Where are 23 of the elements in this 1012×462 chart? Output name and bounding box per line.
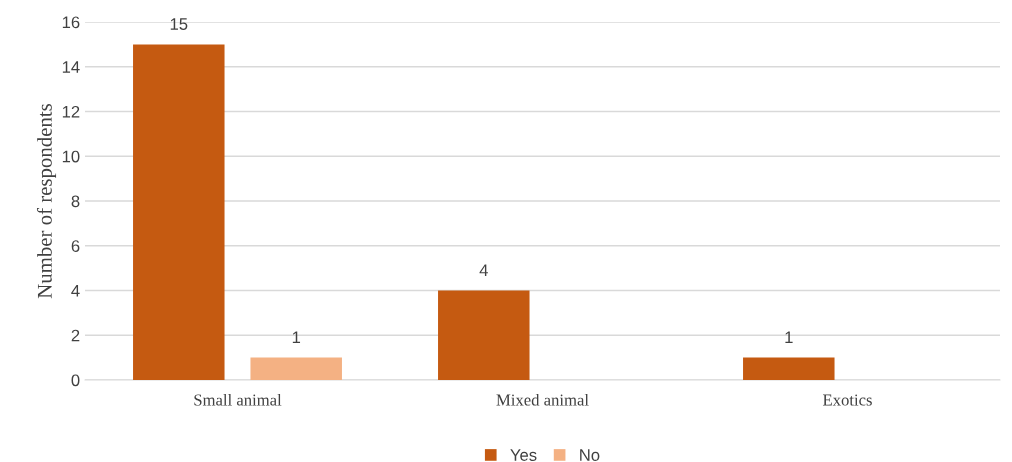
y-tick-label: 2: [71, 329, 80, 342]
y-tick-label: 16: [62, 16, 80, 29]
x-tick-label: Small animal: [194, 393, 282, 406]
y-tick-label: 8: [71, 195, 80, 208]
y-tick-label: 4: [71, 285, 80, 297]
data-label: 1: [785, 331, 793, 344]
y-axis-title: Number of respondents: [36, 103, 57, 299]
legend-label: Yes: [510, 449, 537, 461]
data-label: 15: [170, 18, 188, 30]
y-tick-label: 0: [71, 374, 80, 387]
y-tick-label: 10: [62, 150, 80, 163]
x-tick-label: Mixed animal: [496, 393, 589, 406]
y-tick-label: 14: [62, 61, 80, 73]
data-label: 1: [292, 331, 301, 344]
legend-label: No: [580, 449, 600, 461]
bar: [438, 290, 530, 380]
bar: [743, 357, 835, 380]
bar: [133, 44, 225, 380]
y-tick-label: 6: [71, 240, 80, 252]
data-label: 4: [479, 264, 488, 276]
y-tick-label: 12: [62, 105, 80, 118]
x-tick-label: Exotics: [822, 394, 872, 406]
bar: [250, 357, 342, 380]
